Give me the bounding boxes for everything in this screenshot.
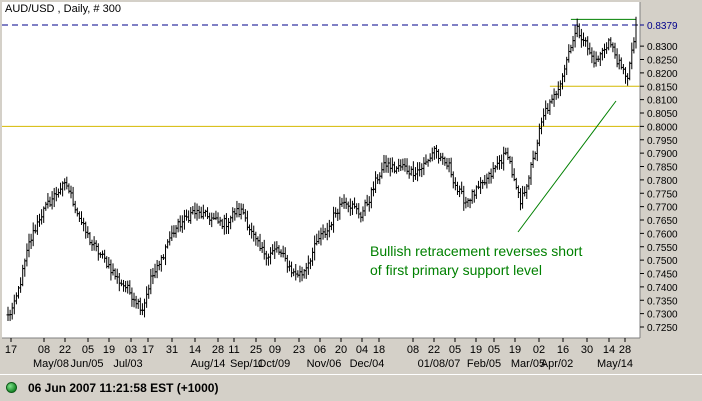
- y-tick-label: 0.7800: [647, 176, 678, 187]
- x-tick-day-label: 14: [189, 344, 201, 356]
- x-tick-day-label: 28: [212, 344, 224, 356]
- x-tick-month-label: Mar/05: [511, 358, 545, 370]
- y-tick-label: 0.7750: [647, 189, 678, 200]
- chart-area: 0.8300 0.8250 0.8200 0.8150 0.8100 0.8050 0.80…: [2, 2, 679, 370]
- x-tick-month-label: Feb/05: [467, 358, 501, 370]
- x-tick-day-label: 09: [269, 344, 281, 356]
- y-tick-label: 0.7300: [647, 310, 678, 321]
- y-tick-label: 0.7400: [647, 283, 678, 294]
- x-tick-day-label: 05: [82, 344, 94, 356]
- x-tick-day-label: 22: [428, 344, 440, 356]
- x-tick-month-label: May/14: [597, 358, 633, 370]
- x-tick-day-label: 06: [314, 344, 326, 356]
- x-tick-month-label: Apr/02: [541, 358, 573, 370]
- y-tick-label: 0.7900: [647, 149, 678, 160]
- y-tick-label: 0.7500: [647, 256, 678, 267]
- x-tick-day-label: 16: [557, 344, 569, 356]
- x-tick-month-label: May/08: [33, 358, 69, 370]
- y-tick-label: 0.7450: [647, 270, 678, 281]
- x-tick-month-label: Jul/03: [113, 358, 142, 370]
- plot-background: [2, 2, 640, 338]
- x-tick-month-label: 01/08/07: [418, 358, 461, 370]
- last-price-label: 0.8379: [647, 21, 678, 32]
- x-tick-day-label: 05: [449, 344, 461, 356]
- x-tick-day-label: 20: [335, 344, 347, 356]
- x-tick-month-label: Sep/11: [230, 358, 264, 370]
- price-bars: [6, 16, 638, 322]
- x-tick-month-label: Dec/04: [350, 358, 385, 370]
- x-tick-day-label: 14: [603, 344, 615, 356]
- status-timestamp: 06 Jun 2007 11:21:58 EST (+1000): [28, 381, 219, 395]
- y-tick-label: 0.7600: [647, 229, 678, 240]
- x-tick-day-label: 28: [619, 344, 631, 356]
- x-tick-day-label: 18: [373, 344, 385, 356]
- ohlc-bar: [634, 16, 638, 49]
- y-tick-label: 0.8150: [647, 82, 678, 93]
- x-tick-day-label: 17: [142, 344, 154, 356]
- chart-title: AUD/USD , Daily, # 300: [5, 3, 121, 15]
- y-tick-label: 0.7650: [647, 216, 678, 227]
- y-tick-label: 0.7850: [647, 163, 678, 174]
- x-tick-day-label: 31: [166, 344, 178, 356]
- x-tick-day-label: 30: [581, 344, 593, 356]
- x-tick-month-label: Oct/09: [258, 358, 290, 370]
- y-tick-label: 0.8050: [647, 109, 678, 120]
- y-tick-label: 0.7950: [647, 136, 678, 147]
- x-tick-day-label: 04: [356, 344, 368, 356]
- x-tick-day-label: 25: [250, 344, 262, 356]
- x-tick-day-label: 05: [488, 344, 500, 356]
- x-tick-month-label: Nov/06: [307, 358, 342, 370]
- status-bar: 06 Jun 2007 11:21:58 EST (+1000): [0, 374, 702, 401]
- annotation-pointer-line: [517, 100, 617, 233]
- x-tick-month-label: Aug/14: [191, 358, 226, 370]
- y-tick-label: 0.8000: [647, 122, 678, 133]
- price-chart: 0.8300 0.8250 0.8200 0.8150 0.8100 0.8050 0.80…: [2, 2, 678, 370]
- x-tick-month-label: Jun/05: [70, 358, 103, 370]
- y-tick-label: 0.8250: [647, 56, 678, 67]
- x-tick-day-label: 19: [103, 344, 115, 356]
- x-tick-day-label: 11: [228, 344, 239, 356]
- x-tick-day-label: 23: [293, 344, 305, 356]
- x-tick-day-label: 17: [5, 344, 17, 356]
- y-tick-label: 0.8200: [647, 69, 678, 80]
- x-tick-day-label: 19: [509, 344, 521, 356]
- y-axis: 0.8300 0.8250 0.8200 0.8150 0.8100 0.8050 0.80…: [639, 2, 678, 338]
- annotation-line-2: of first primary support level: [370, 262, 542, 278]
- x-tick-day-label: 03: [125, 344, 137, 356]
- x-axis: 17 08 22 05 19 03 17 31 14 28 11 25 09 23 06 20 04 18 08 22…: [2, 337, 640, 370]
- y-tick-label: 0.7700: [647, 203, 678, 214]
- y-tick-label: 0.7550: [647, 243, 678, 254]
- x-tick-day-label: 08: [407, 344, 419, 356]
- y-tick-label: 0.7250: [647, 323, 678, 334]
- x-tick-day-label: 19: [470, 344, 482, 356]
- y-tick-label: 0.8100: [647, 96, 678, 107]
- y-tick-label: 0.8300: [647, 42, 678, 53]
- x-tick-day-label: 08: [38, 344, 50, 356]
- annotation-line-1: Bullish retracement reverses short: [370, 243, 583, 259]
- x-tick-day-label: 02: [533, 344, 545, 356]
- y-tick-label: 0.7350: [647, 296, 678, 307]
- x-tick-day-label: 22: [59, 344, 71, 356]
- status-indicator-icon: [6, 382, 17, 393]
